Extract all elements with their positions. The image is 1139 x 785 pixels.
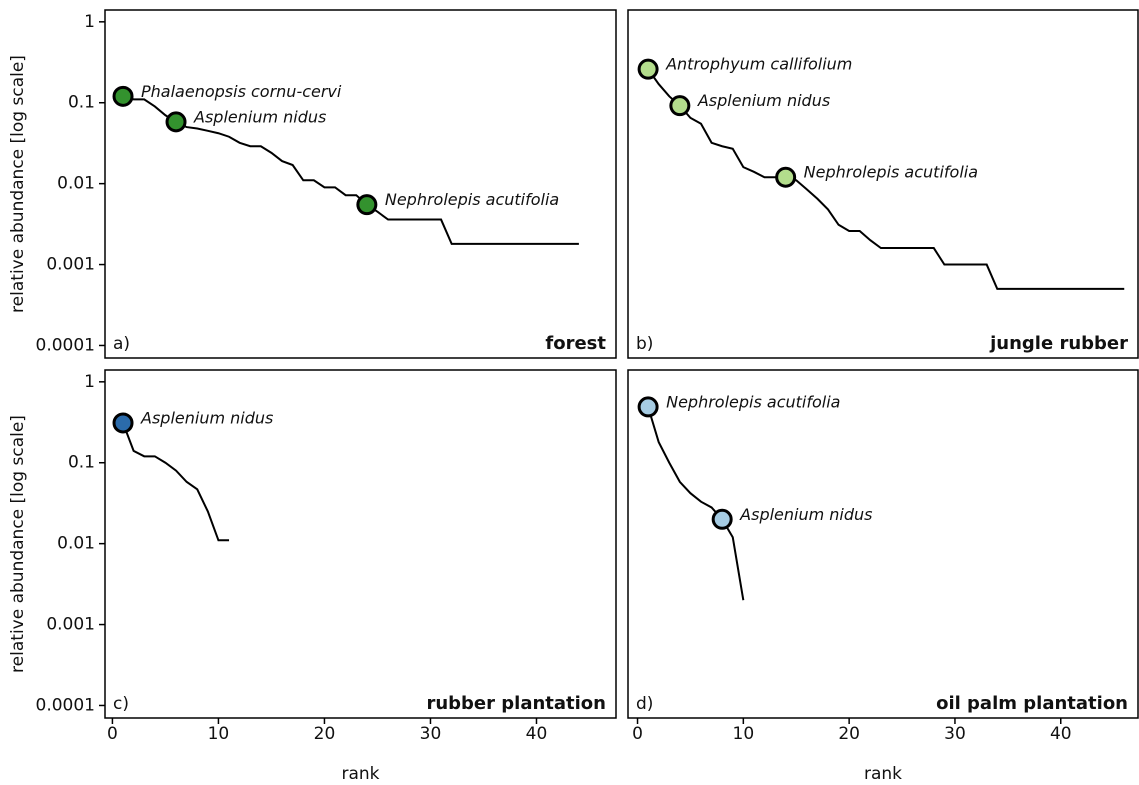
highlight-point	[112, 412, 134, 434]
species-label: Asplenium nidus	[140, 408, 273, 427]
species-label: Nephrolepis acutifolia	[804, 163, 978, 182]
species-label: Nephrolepis acutifolia	[385, 190, 559, 209]
y-tick-label: 0.01	[57, 174, 95, 194]
y-tick-label: 0.01	[57, 534, 95, 554]
y-axis-label: relative abundance [log scale]	[8, 55, 28, 313]
habitat-label: jungle rubber	[989, 333, 1128, 354]
x-tick-label: 10	[208, 724, 230, 744]
species-label: Antrophyum callifolium	[665, 55, 852, 74]
x-tick-label: 10	[733, 724, 755, 744]
abundance-line	[647, 406, 745, 601]
panel-label: a)	[113, 334, 130, 354]
x-axis-label: rank	[341, 764, 379, 784]
x-tick-label: 20	[314, 724, 336, 744]
highlight-point	[637, 58, 659, 80]
y-tick-label: 0.1	[68, 453, 95, 473]
abundance-line	[647, 68, 1125, 290]
habitat-label: forest	[545, 333, 606, 354]
y-axis-label: relative abundance [log scale]	[8, 415, 28, 673]
x-tick-label: 0	[632, 724, 643, 744]
species-label: Asplenium nidus	[193, 107, 326, 126]
x-tick-label: 20	[838, 724, 860, 744]
panel-frame	[104, 9, 617, 359]
species-label: Phalaenopsis cornu-cervi	[141, 82, 342, 101]
x-tick-label: 0	[107, 724, 118, 744]
abundance-line	[122, 422, 230, 542]
highlight-point	[356, 194, 378, 216]
y-tick-label: 0.1	[68, 93, 95, 113]
species-label: Nephrolepis acutifolia	[666, 392, 840, 411]
y-tick-label: 1	[84, 372, 95, 392]
species-label: Asplenium nidus	[739, 505, 872, 524]
highlight-point	[775, 166, 797, 188]
x-tick-label: 40	[526, 724, 548, 744]
species-label: Asplenium nidus	[697, 91, 830, 110]
y-tick-label: 1	[84, 12, 95, 32]
y-tick-label: 0.0001	[36, 335, 95, 355]
panel-label: d)	[636, 694, 653, 714]
panel-frame	[627, 369, 1139, 719]
highlight-point	[637, 396, 659, 418]
x-tick-label: 40	[1050, 724, 1072, 744]
x-tick-label: 30	[420, 724, 442, 744]
panel-frame	[627, 9, 1139, 359]
y-tick-label: 0.001	[46, 255, 95, 275]
highlight-point	[165, 111, 187, 133]
abundance-line	[122, 95, 579, 245]
habitat-label: rubber plantation	[426, 693, 606, 714]
x-axis-label: rank	[864, 764, 902, 784]
highlight-point	[112, 85, 134, 107]
highlight-point	[711, 508, 733, 530]
habitat-label: oil palm plantation	[936, 693, 1128, 714]
y-tick-label: 0.0001	[36, 695, 95, 715]
panel-label: b)	[636, 334, 653, 354]
panel-label: c)	[113, 694, 129, 714]
highlight-point	[669, 95, 691, 117]
x-tick-label: 30	[944, 724, 966, 744]
y-tick-label: 0.001	[46, 615, 95, 635]
